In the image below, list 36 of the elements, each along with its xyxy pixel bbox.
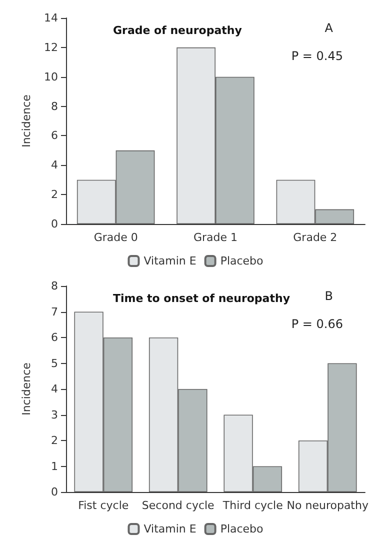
text: Time to onset of neuropathy (113, 292, 290, 305)
y-tick-label: 0 (51, 486, 58, 498)
y-tick-label: 8 (51, 100, 58, 113)
x-tick-label: Grade 1 (193, 231, 238, 244)
x-tick-label: Third cycle (222, 499, 284, 512)
y-tick-label: 6 (51, 331, 58, 344)
text: Grade of neuropathy (113, 24, 242, 37)
y-tick-label: 7 (51, 305, 58, 318)
y-tick-label: 5 (51, 356, 58, 370)
y-tick-label: 14 (44, 12, 58, 24)
legend-label: Vitamin E (144, 254, 196, 268)
x-tick-label: Fist cycle (78, 499, 129, 512)
x-tick-label: Second cycle (142, 499, 215, 512)
y-tick-label: 0 (51, 218, 58, 230)
annotation: B (324, 289, 333, 303)
y-axis-title: Incidence (20, 362, 33, 416)
annotation: P = 0.66 (291, 317, 343, 331)
legend-label: Vitamin E (144, 522, 196, 536)
y-axis-title: Incidence (20, 94, 33, 148)
annotation: P = 0.45 (291, 49, 343, 63)
annotation: A (324, 21, 334, 35)
y-tick-label: 3 (51, 408, 58, 422)
x-tick-label: Grade 2 (293, 231, 338, 244)
y-tick-label: 4 (51, 382, 58, 396)
y-tick-label: 4 (51, 158, 58, 172)
x-tick-label: Grade 0 (94, 231, 138, 244)
y-tick-label: 12 (44, 40, 58, 54)
legend-label: Placebo (220, 522, 264, 536)
legend-label: Placebo (220, 254, 264, 268)
y-tick-label: 8 (51, 280, 58, 292)
y-tick-label: 1 (51, 460, 58, 473)
y-tick-label: 6 (51, 129, 58, 142)
x-tick-label: No neuropathy (286, 499, 369, 512)
y-tick-label: 2 (51, 434, 58, 447)
y-tick-label: 10 (44, 70, 58, 84)
y-tick-label: 2 (51, 188, 58, 202)
